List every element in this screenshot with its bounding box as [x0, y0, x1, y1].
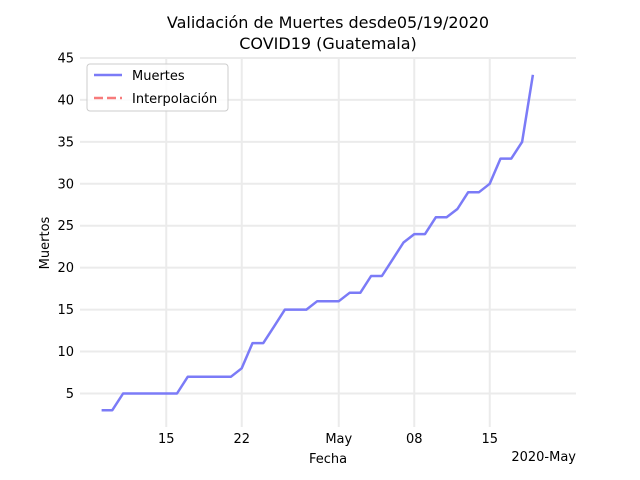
legend-box [86, 63, 229, 112]
x-axis-label: Fecha [309, 452, 347, 467]
x-tick-label: May [325, 432, 352, 447]
y-tick-label: 25 [57, 219, 74, 234]
x-tick-label: 08 [406, 432, 423, 447]
y-tick-label: 45 [57, 52, 74, 67]
series-layer [101, 74, 535, 412]
x-axis-ticks: 15 22 May 08 15 [158, 432, 498, 447]
legend: Muertes Interpolación [86, 63, 229, 112]
series-line-muertes [101, 74, 535, 412]
y-tick-label: 15 [57, 303, 74, 318]
x-offset-label: 2020-May [511, 450, 576, 465]
y-tick-label: 35 [57, 135, 74, 150]
x-tick-label: 15 [481, 432, 498, 447]
y-tick-label: 5 [66, 387, 74, 402]
x-tick-label: 15 [158, 432, 175, 447]
y-tick-label: 40 [57, 93, 74, 108]
y-tick-label: 10 [57, 345, 74, 360]
grid [80, 57, 576, 427]
x-tick-label: 22 [233, 432, 250, 447]
y-axis-label: Muertos [38, 216, 53, 269]
chart-title-line2: COVID19 (Guatemala) [239, 34, 417, 53]
legend-label-interpolacion: Interpolación [132, 92, 217, 107]
legend-label-muertes: Muertes [132, 69, 185, 84]
y-tick-label: 30 [57, 177, 74, 192]
y-tick-label: 20 [57, 261, 74, 276]
y-axis-ticks: 5 10 15 20 25 30 35 40 45 [57, 52, 74, 402]
chart-title-line1: Validación de Muertes desde05/19/2020 [167, 13, 489, 32]
